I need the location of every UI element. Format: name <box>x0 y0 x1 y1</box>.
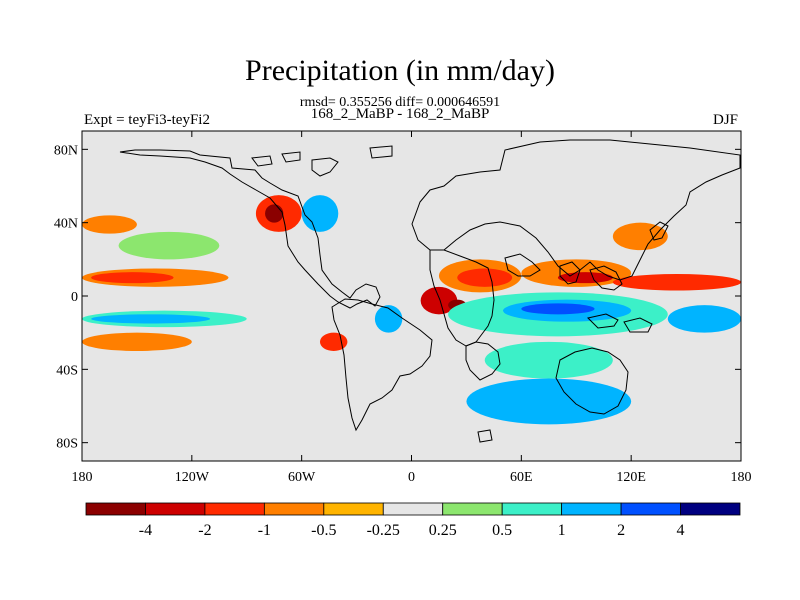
coastline-australia <box>555 347 629 415</box>
plot-title: Precipitation (in mm/day) <box>245 54 555 87</box>
coastline-southeast-asia <box>589 265 623 291</box>
axis-ticks: 180 120W 60W 0 60E 120E 180 80N 40N 0 40S 80S <box>54 131 752 485</box>
colorbar-swatch <box>323 502 384 516</box>
x-tick-label: 120E <box>616 470 646 485</box>
colorbar-label: -2 <box>198 522 211 539</box>
colorbar-swatch <box>620 502 681 516</box>
anomaly-region-10 <box>319 332 348 352</box>
colorbar-label: 2 <box>617 522 625 539</box>
colorbar-label: 0.5 <box>492 522 512 539</box>
y-tick-label: 80N <box>54 143 78 158</box>
anomaly-region-5 <box>118 231 220 260</box>
coastline-indonesia <box>587 313 653 333</box>
anomaly-region-1 <box>91 272 174 284</box>
colorbar-swatch <box>85 502 146 516</box>
coastline-africa <box>429 249 495 347</box>
colorbar-label: -4 <box>139 522 152 539</box>
coastline-arctic-islands <box>251 145 393 167</box>
coastline-antarctica <box>477 429 493 443</box>
anomaly-region-6 <box>82 215 137 234</box>
colorbar-swatch <box>680 502 741 516</box>
coastline-southern-africa <box>465 341 501 381</box>
colorbar-swatch <box>442 502 503 516</box>
colorbar-label: 0.25 <box>429 522 457 539</box>
colorbar-swatch <box>501 502 563 516</box>
y-tick-label: 40N <box>54 217 78 232</box>
anomaly-region-25 <box>466 378 632 425</box>
x-tick-label: 0 <box>408 470 415 485</box>
coastline-japan <box>649 221 669 241</box>
season-label: DJF <box>712 112 738 128</box>
colorbar-label: -1 <box>258 522 271 539</box>
anomaly-region-11 <box>374 305 403 333</box>
colorbar-swatch <box>382 502 444 516</box>
x-tick-label: 60W <box>288 470 316 485</box>
anomaly-region-9 <box>301 195 339 232</box>
coastline-north-america <box>119 149 381 309</box>
anomaly-region-24 <box>484 341 613 379</box>
colorbar: -4 -2 -1 -0.5 -0.25 0.25 0.5 1 2 4 <box>85 502 741 539</box>
stats-line: rmsd= 0.355256 diff= 0.000646591 <box>299 95 501 110</box>
y-tick-label: 40S <box>56 363 78 378</box>
anomaly-region-12 <box>420 286 458 315</box>
coastline-arabia-india <box>504 253 581 285</box>
anomaly-region-15 <box>457 268 513 287</box>
colorbar-label: -0.25 <box>367 522 400 539</box>
x-tick-label: 180 <box>72 470 93 485</box>
map-background <box>82 131 741 461</box>
coastline-south-america <box>331 298 433 432</box>
x-tick-label: 180 <box>731 470 752 485</box>
y-tick-label: 80S <box>56 437 78 452</box>
anomaly-region-18 <box>521 303 595 315</box>
colorbar-label: 4 <box>677 522 685 539</box>
coastline-greenland <box>311 157 339 177</box>
anomaly-region-2 <box>82 332 192 352</box>
subtitle: 168_2_MaBP - 168_2_MaBP <box>310 106 490 122</box>
x-tick-label: 60E <box>510 470 533 485</box>
colorbar-label: -0.5 <box>311 522 336 539</box>
coastline-outlines <box>119 139 741 443</box>
anomaly-region-8 <box>265 204 284 223</box>
y-tick-label: 0 <box>71 290 78 305</box>
coastline-eurasia-africa <box>411 139 741 281</box>
anomaly-region-4 <box>91 314 211 324</box>
anomaly-region-21 <box>612 274 741 291</box>
colorbar-swatch <box>145 502 206 516</box>
x-tick-label: 120W <box>175 470 210 485</box>
experiment-label: Expt = teyFi3-teyFi2 <box>84 112 210 128</box>
colorbar-label: 1 <box>558 522 566 539</box>
map-area <box>82 131 741 461</box>
colorbar-swatch <box>561 502 622 516</box>
anomaly-region-23 <box>667 305 741 333</box>
anomaly-region-22 <box>612 222 668 251</box>
colorbar-swatch <box>204 502 265 516</box>
colorbar-swatch <box>263 502 325 516</box>
